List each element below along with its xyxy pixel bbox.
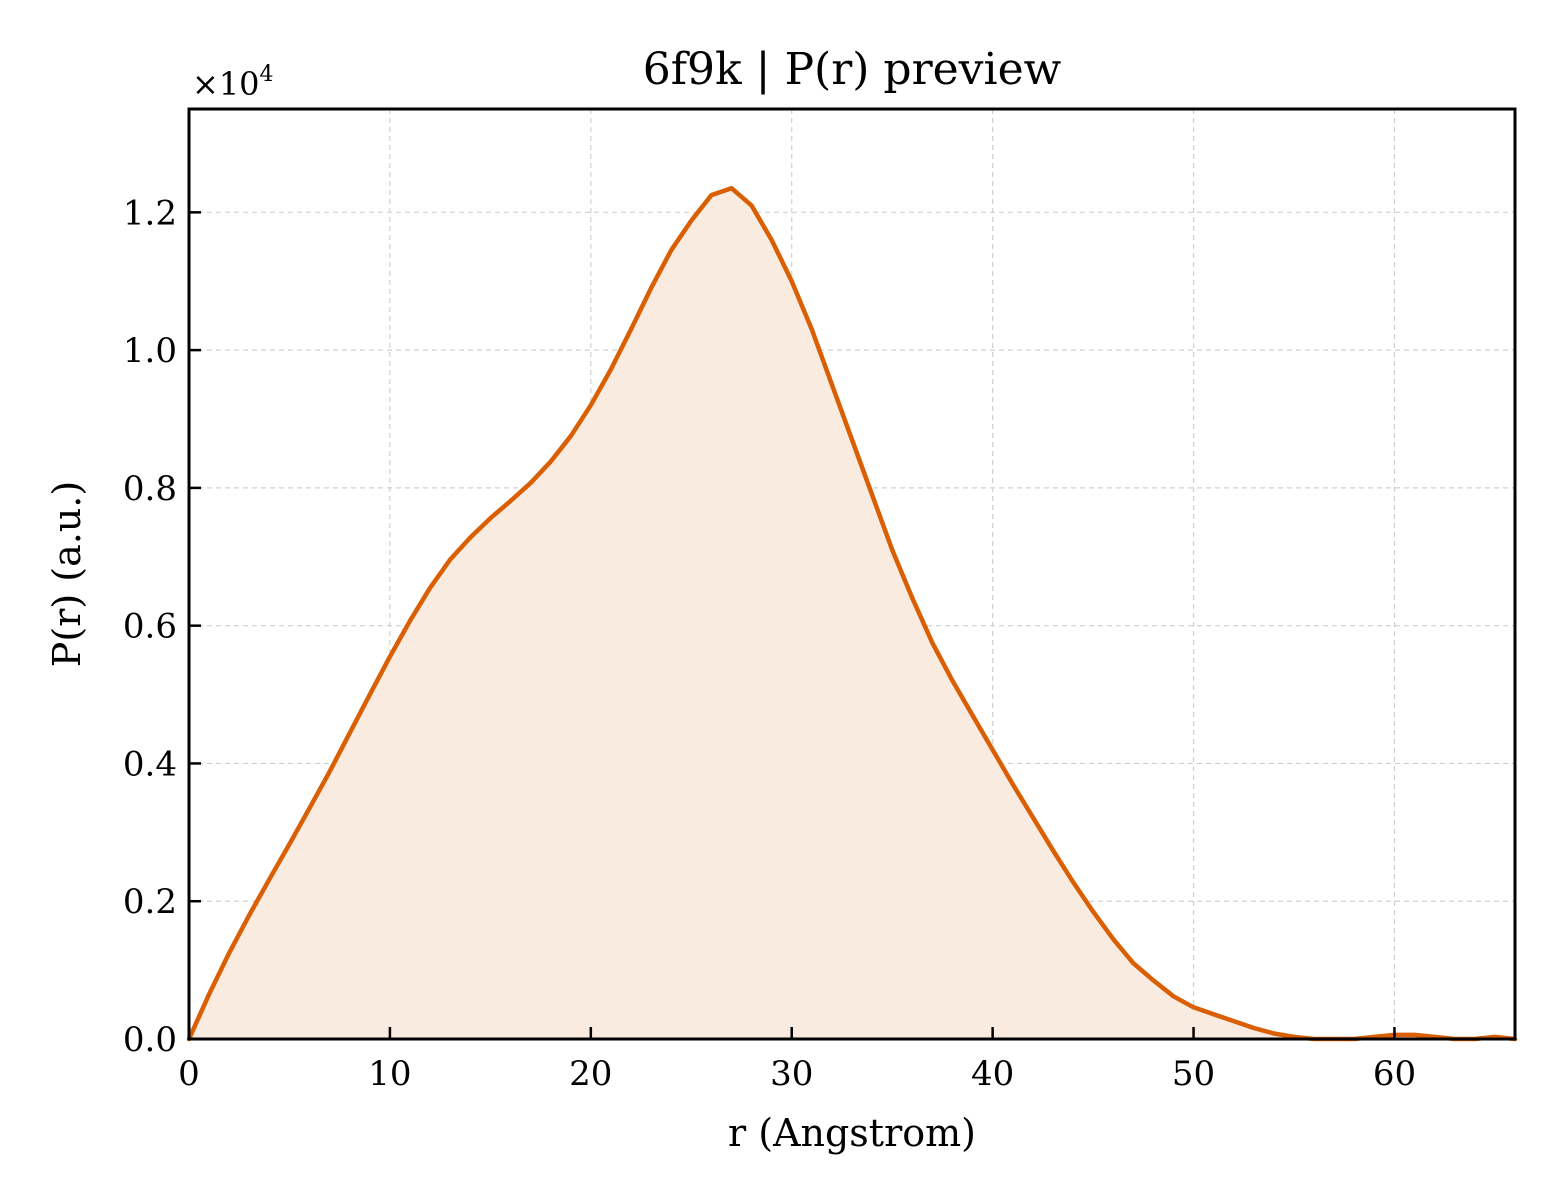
y-tick-label: 0.2	[123, 882, 177, 922]
y-tick-label: 1.2	[123, 193, 177, 233]
data-series	[186, 185, 1518, 1042]
y-tick-label: 0.0	[123, 1020, 177, 1060]
y-axis-label: P(r) (a.u.)	[45, 481, 89, 667]
y-tick-label: 1.0	[123, 331, 177, 371]
x-tick-label: 60	[1373, 1054, 1416, 1094]
plot-frame	[187, 107, 1517, 1041]
y-scale-exponent: 4	[260, 62, 274, 87]
pr-line	[186, 185, 1518, 1042]
x-axis-label: r (Angstrom)	[728, 1111, 976, 1155]
y-scale-base: ×10	[192, 65, 260, 103]
x-tick-label: 0	[178, 1054, 200, 1094]
ticks: 0 10 20 30 40 50 60 0.0 0.2 0.4 0.6 0.8 1.0 1.2	[123, 193, 1416, 1094]
x-tick-label: 50	[1172, 1054, 1215, 1094]
x-tick-label: 40	[971, 1054, 1014, 1094]
y-scale-multiplier: ×104	[192, 62, 274, 103]
chart-title: 6f9k | P(r) preview	[643, 44, 1062, 95]
y-tick-label: 0.8	[123, 469, 177, 509]
x-tick-label: 30	[770, 1054, 813, 1094]
y-tick-label: 0.4	[123, 744, 177, 784]
pr-area-fill	[189, 188, 1515, 1039]
x-tick-label: 20	[569, 1054, 612, 1094]
y-tick-label: 0.6	[123, 607, 177, 647]
x-tick-label: 10	[368, 1054, 411, 1094]
